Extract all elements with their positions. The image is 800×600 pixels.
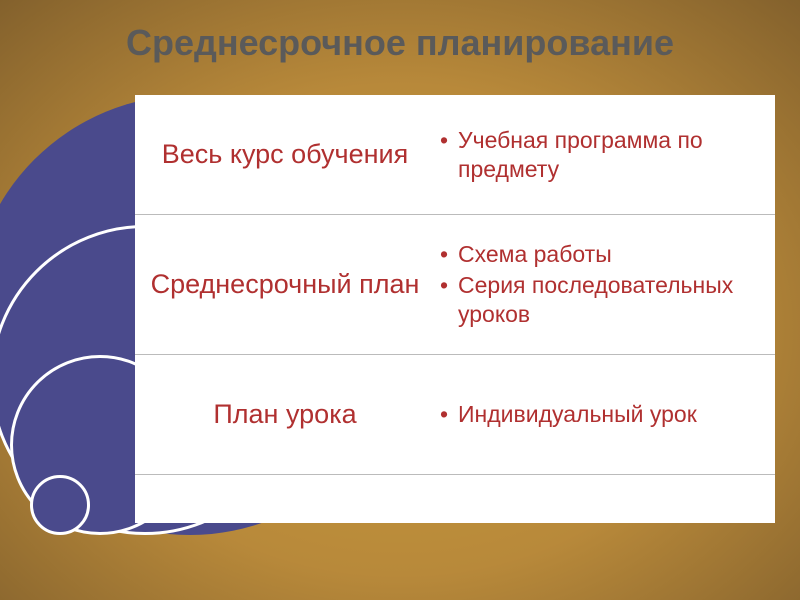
row-0: Весь курс обучения Учебная программа по … [135, 95, 775, 215]
row-0-label: Весь курс обучения [135, 95, 435, 214]
row-3-label [135, 475, 435, 523]
page-title: Среднесрочное планирование [0, 22, 800, 64]
row-1-bullet-0: Схема работы [440, 240, 765, 269]
row-0-bullet-0: Учебная программа по предмету [440, 126, 765, 184]
row-1: Среднесрочный план Схема работы Серия по… [135, 215, 775, 355]
row-2: План урока Индивидуальный урок [135, 355, 775, 475]
row-0-bullets: Учебная программа по предмету [435, 95, 775, 214]
nested-circle-4 [30, 475, 90, 535]
row-1-bullets: Схема работы Серия последовательных урок… [435, 215, 775, 354]
row-3 [135, 475, 775, 523]
row-1-bullet-1: Серия последовательных уроков [440, 271, 765, 329]
content-panel: Весь курс обучения Учебная программа по … [135, 95, 775, 523]
row-1-label: Среднесрочный план [135, 215, 435, 354]
row-3-bullets [435, 475, 775, 523]
row-2-bullets: Индивидуальный урок [435, 355, 775, 474]
row-2-bullet-0: Индивидуальный урок [440, 400, 765, 429]
row-2-label: План урока [135, 355, 435, 474]
